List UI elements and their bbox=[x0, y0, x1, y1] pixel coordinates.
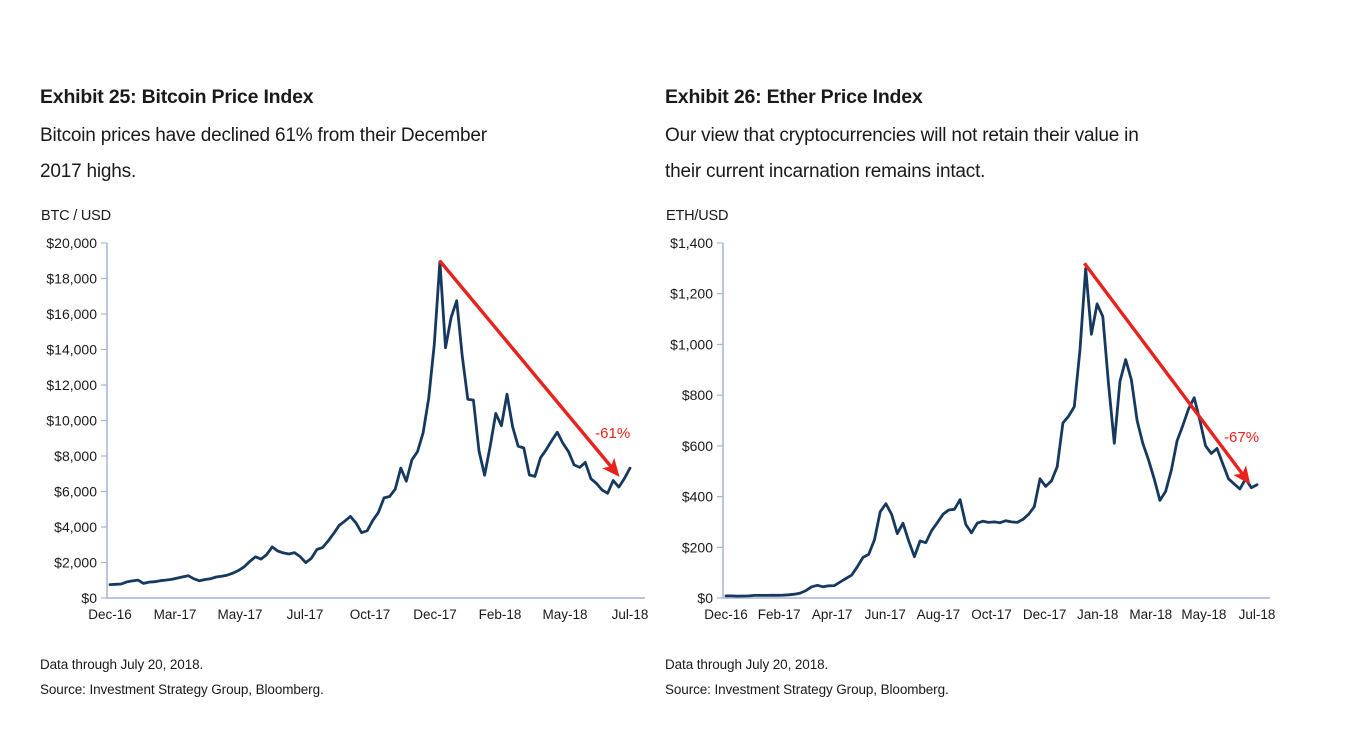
x-tick-label: Dec-17 bbox=[413, 607, 457, 622]
footnote-line: Data through July 20, 2018. bbox=[40, 657, 204, 672]
y-tick-label: $20,000 bbox=[46, 235, 97, 251]
price-line bbox=[724, 267, 1259, 598]
exhibit-25-subtitle: Bitcoin prices have declined 61% from th… bbox=[40, 118, 487, 190]
y-tick-label: $0 bbox=[697, 590, 713, 606]
x-tick-label: May-18 bbox=[1181, 607, 1226, 622]
y-tick-label: $1,200 bbox=[670, 286, 713, 302]
y-axis-unit-label: BTC / USD bbox=[41, 208, 111, 224]
footnote-line: Source: Investment Strategy Group, Bloom… bbox=[665, 682, 949, 697]
x-tick-label: May-18 bbox=[542, 607, 587, 622]
x-tick-label: Aug-17 bbox=[917, 607, 961, 622]
y-tick-label: $8,000 bbox=[54, 448, 97, 464]
decline-arrow bbox=[1083, 262, 1251, 485]
y-tick-label: $200 bbox=[682, 539, 713, 555]
footnote-line: Source: Investment Strategy Group, Bloom… bbox=[40, 682, 324, 697]
subtitle-line: Our view that cryptocurrencies will not … bbox=[665, 125, 1139, 146]
y-tick-label: $10,000 bbox=[46, 413, 97, 429]
ether-price-line-chart: $0 $200 $400 $600 $800 $1,000 $1,200 $1,400 Dec-… bbox=[670, 235, 1276, 622]
y-tick-label: $18,000 bbox=[46, 271, 97, 287]
x-tick-label: Apr-17 bbox=[812, 607, 853, 622]
y-tick-label: $800 bbox=[682, 387, 713, 403]
x-tick-label: Oct-17 bbox=[350, 607, 391, 622]
x-tick-label: Mar-18 bbox=[1129, 607, 1172, 622]
x-tick-label: Dec-17 bbox=[1023, 607, 1067, 622]
y-axis-unit-label: ETH/USD bbox=[666, 208, 729, 224]
exhibit-26-subtitle: Our view that cryptocurrencies will not … bbox=[665, 118, 1139, 190]
subtitle-line: 2017 highs. bbox=[40, 161, 137, 182]
y-tick-label: $16,000 bbox=[46, 306, 97, 322]
y-tick-label: $2,000 bbox=[54, 555, 97, 571]
y-tick-label: $1,400 bbox=[670, 235, 713, 251]
decline-arrow bbox=[438, 259, 620, 477]
subtitle-line: Bitcoin prices have declined 61% from th… bbox=[40, 125, 487, 146]
decline-percentage-label: -61% bbox=[595, 425, 630, 442]
decline-percentage-label: -67% bbox=[1224, 429, 1259, 446]
x-tick-label: Jun-17 bbox=[865, 607, 906, 622]
y-tick-label: $6,000 bbox=[54, 484, 97, 500]
y-tick-label: $14,000 bbox=[46, 342, 97, 358]
exhibit-26-footnote: Data through July 20, 2018. Source: Inve… bbox=[665, 652, 949, 702]
bitcoin-price-line-chart: $0 $2,000 $4,000 $6,000 $8,000 $10,000 $12,000… bbox=[46, 235, 649, 622]
x-tick-label: Jul-17 bbox=[287, 607, 324, 622]
exhibit-26-title: Exhibit 26: Ether Price Index bbox=[665, 86, 923, 108]
x-tick-label: May-17 bbox=[217, 607, 262, 622]
exhibit-25-column: Exhibit 25: Bitcoin Price Index Bitcoin … bbox=[40, 86, 655, 726]
x-tick-label: Jul-18 bbox=[612, 607, 649, 622]
y-tick-label: $1,000 bbox=[670, 336, 713, 352]
x-tick-label: Feb-17 bbox=[758, 607, 801, 622]
x-tick-label: Jul-18 bbox=[1239, 607, 1276, 622]
subtitle-line: their current incarnation remains intact… bbox=[665, 161, 986, 182]
y-tick-label: $0 bbox=[81, 590, 97, 606]
x-tick-label: Mar-17 bbox=[154, 607, 197, 622]
y-tick-label: $4,000 bbox=[54, 519, 97, 535]
y-tick-label: $400 bbox=[682, 489, 713, 505]
x-tick-label: Dec-16 bbox=[88, 607, 132, 622]
exhibit-25-title: Exhibit 25: Bitcoin Price Index bbox=[40, 86, 314, 108]
x-tick-label: Feb-18 bbox=[479, 607, 522, 622]
exhibit-26-column: Exhibit 26: Ether Price Index Our view t… bbox=[665, 86, 1280, 726]
x-tick-label: Jan-18 bbox=[1077, 607, 1118, 622]
y-tick-label: $600 bbox=[682, 438, 713, 454]
x-tick-label: Oct-17 bbox=[971, 607, 1012, 622]
x-tick-label: Dec-16 bbox=[704, 607, 748, 622]
y-tick-label: $12,000 bbox=[46, 377, 97, 393]
exhibit-25-footnote: Data through July 20, 2018. Source: Inve… bbox=[40, 652, 324, 702]
footnote-line: Data through July 20, 2018. bbox=[665, 657, 829, 672]
price-line bbox=[108, 260, 632, 587]
